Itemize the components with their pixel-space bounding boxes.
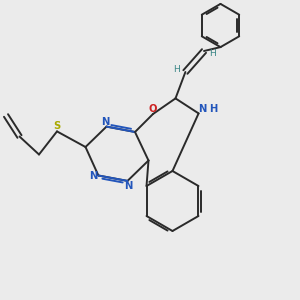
Text: H: H — [209, 104, 218, 114]
Text: H: H — [173, 65, 180, 74]
Text: H: H — [209, 49, 216, 58]
Text: N: N — [198, 104, 206, 114]
Text: O: O — [148, 103, 157, 114]
Text: S: S — [53, 121, 61, 131]
Text: N: N — [101, 117, 109, 128]
Text: N: N — [89, 171, 97, 181]
Text: N: N — [124, 181, 132, 191]
